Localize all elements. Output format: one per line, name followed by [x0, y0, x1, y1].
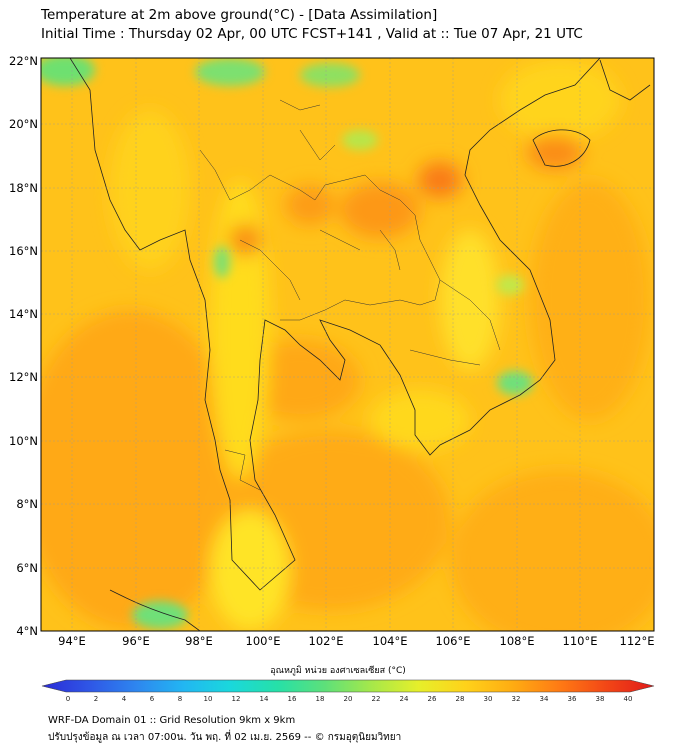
lat-label: 20°N [9, 117, 38, 131]
colorbar-tick-label: 34 [540, 695, 549, 703]
colorbar-tick-label: 12 [232, 695, 241, 703]
colorbar-tick-label: 4 [122, 695, 127, 703]
lon-label: 96°E [122, 634, 150, 648]
lat-label: 22°N [9, 54, 38, 68]
colorbar-tick-label: 18 [316, 695, 325, 703]
colorbar-tick-label: 38 [596, 695, 605, 703]
colorbar-tick-label: 10 [204, 695, 213, 703]
colorbar: 0 2 4 6 8 10 12 14 16 18 20 22 24 26 28 30 32 34 36 38 40 [41, 679, 655, 703]
lon-label: 98°E [185, 634, 213, 648]
colorbar-tick-label: 36 [568, 695, 577, 703]
lon-label: 104°E [373, 634, 408, 648]
lat-label: 6°N [16, 561, 38, 575]
colorbar-tick-label: 6 [150, 695, 155, 703]
colorbar-label: อุณหภูมิ หน่วย องศาเซลเซียส (°C) [270, 666, 406, 676]
lon-label: 110°E [563, 634, 598, 648]
colorbar-tick-label: 2 [94, 695, 98, 703]
colorbar-tick-label: 24 [400, 695, 409, 703]
lat-label: 4°N [16, 624, 38, 638]
lon-label: 112°E [620, 634, 655, 648]
graticule [41, 58, 654, 631]
colorbar-tick-label: 32 [512, 695, 521, 703]
footer-update-time: ปรับปรุงข้อมูล ณ เวลา 07:00น. วัน พฤ. ที… [48, 732, 402, 743]
plot-frame [40, 57, 655, 632]
lon-label: 108°E [500, 634, 535, 648]
colorbar-tick-label: 20 [344, 695, 353, 703]
colorbar-tick-label: 14 [260, 695, 269, 703]
colorbar-tick-label: 22 [372, 695, 381, 703]
lat-label: 18°N [9, 181, 38, 195]
lat-label: 12°N [9, 370, 38, 384]
colorbar-tick-label: 28 [456, 695, 465, 703]
coastlines [69, 58, 651, 631]
lat-label: 10°N [9, 434, 38, 448]
colorbar-tick-label: 26 [428, 695, 437, 703]
map-subtitle: Initial Time : Thursday 02 Apr, 00 UTC F… [41, 26, 583, 42]
colorbar-tick-label: 16 [288, 695, 297, 703]
map-title: Temperature at 2m above ground(°C) - [Da… [41, 7, 438, 23]
temperature-field [41, 58, 654, 631]
colorbar-tick-label: 30 [484, 695, 493, 703]
footer-resolution: WRF-DA Domain 01 :: Grid Resolution 9km … [48, 715, 296, 726]
lat-label: 16°N [9, 244, 38, 258]
colorbar-tick-label: 0 [66, 695, 70, 703]
lat-label: 14°N [9, 307, 38, 321]
lon-label: 100°E [246, 634, 281, 648]
lon-label: 94°E [58, 634, 86, 648]
colorbar-gradient [41, 679, 655, 693]
colorbar-tick-label: 8 [178, 695, 182, 703]
lat-label: 8°N [16, 497, 38, 511]
lon-label: 106°E [436, 634, 471, 648]
colorbar-tick-label: 40 [624, 695, 633, 703]
admin-borders [199, 99, 501, 491]
lon-label: 102°E [309, 634, 344, 648]
